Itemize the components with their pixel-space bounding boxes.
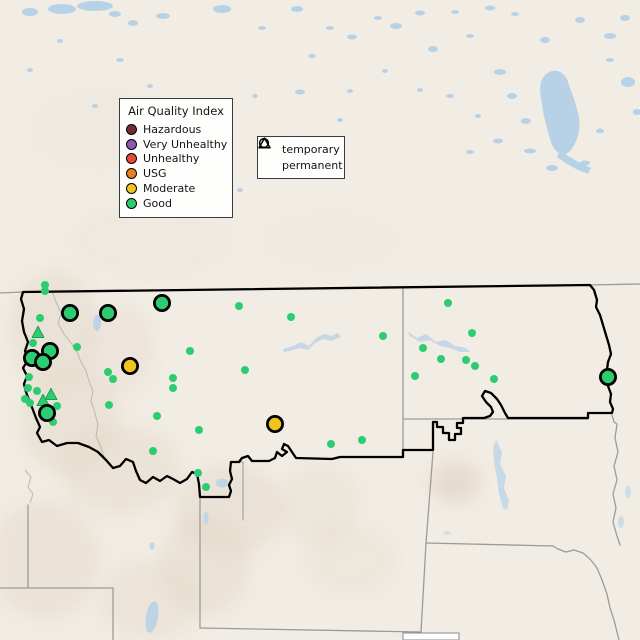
monitor-dot[interactable]: [104, 368, 112, 376]
monitor-dot[interactable]: [194, 469, 202, 477]
good-swatch-icon: [126, 197, 137, 209]
monitor-dot[interactable]: [327, 440, 335, 448]
monitor-dot[interactable]: [36, 314, 44, 322]
monitor-dot[interactable]: [186, 347, 194, 355]
legend-label-permanent: permanent: [282, 158, 343, 172]
monitor-dot[interactable]: [419, 344, 427, 352]
temporary-monitor-circle[interactable]: [121, 356, 140, 375]
monitor-dot[interactable]: [379, 332, 387, 340]
permanent-monitor-triangle[interactable]: [31, 325, 45, 339]
temporary-monitor-circle[interactable]: [61, 303, 80, 322]
monitor-dot[interactable]: [358, 436, 366, 444]
hazardous-swatch-icon: [126, 123, 137, 135]
legend-item-temporary: temporary: [258, 137, 340, 158]
monitor-dot[interactable]: [462, 356, 470, 364]
monitor-dot[interactable]: [437, 355, 445, 363]
permanent-monitor-triangle[interactable]: [44, 387, 58, 401]
monitor-dot[interactable]: [29, 339, 37, 347]
lakes: [22, 1, 640, 633]
monitor-dot[interactable]: [411, 372, 419, 380]
aqi-legend: Air Quality Index Hazardous Very Unhealt…: [119, 98, 233, 218]
monitor-dot[interactable]: [235, 302, 243, 310]
moderate-swatch-icon: [126, 183, 137, 195]
aqi-legend-label: USG: [143, 167, 167, 181]
monitor-dot[interactable]: [26, 399, 34, 407]
aqi-legend-label: Hazardous: [143, 122, 202, 136]
terrain-lines: [24, 290, 105, 504]
region-outline: [19, 283, 615, 499]
monitor-dot[interactable]: [490, 375, 498, 383]
monitor-dot[interactable]: [468, 329, 476, 337]
monitor-dot[interactable]: [444, 299, 452, 307]
monitor-dot[interactable]: [41, 287, 49, 295]
monitor-dot[interactable]: [169, 384, 177, 392]
aqi-legend-label: Good: [143, 196, 172, 210]
monitor-dot[interactable]: [53, 402, 61, 410]
aqi-legend-item-unhealthy: Unhealthy: [126, 152, 226, 167]
monitor-dot[interactable]: [153, 412, 161, 420]
monitor-dot[interactable]: [105, 401, 113, 409]
legend-item-permanent: permanent: [258, 137, 343, 174]
aqi-legend-title: Air Quality Index: [128, 104, 224, 118]
usg-swatch-icon: [126, 168, 137, 180]
very-unhealthy-swatch-icon: [126, 138, 137, 150]
aqi-legend-item-hazardous: Hazardous: [126, 122, 226, 137]
temporary-monitor-circle[interactable]: [152, 293, 171, 312]
aqi-legend-item-very-unhealthy: Very Unhealthy: [126, 137, 228, 152]
aqi-legend-label: Unhealthy: [143, 152, 200, 166]
monitor-dot[interactable]: [25, 373, 33, 381]
legend-label-temporary: temporary: [282, 143, 340, 157]
aqi-legend-item-usg: USG: [126, 166, 226, 181]
temporary-monitor-circle[interactable]: [99, 303, 118, 322]
marker-type-legend: temporary permanent: [257, 136, 345, 179]
aqi-legend-label: Moderate: [143, 182, 196, 196]
unhealthy-swatch-icon: [126, 153, 137, 165]
aqi-legend-item-moderate: Moderate: [126, 181, 226, 196]
monitor-dot[interactable]: [287, 313, 295, 321]
monitor-dot[interactable]: [169, 374, 177, 382]
temporary-monitor-circle[interactable]: [599, 367, 618, 386]
temporary-monitor-circle[interactable]: [265, 414, 284, 433]
aqi-legend-label: Very Unhealthy: [143, 137, 228, 151]
monitor-dot[interactable]: [109, 375, 117, 383]
temporary-monitor-circle[interactable]: [38, 403, 57, 422]
scale-box: [402, 632, 460, 640]
aqi-markers-layer[interactable]: [21, 281, 618, 491]
aqi-legend-item-good: Good: [126, 196, 226, 211]
monitor-dot[interactable]: [471, 362, 479, 370]
monitor-dot[interactable]: [241, 366, 249, 374]
monitor-dot[interactable]: [195, 426, 203, 434]
monitor-dot[interactable]: [41, 281, 49, 289]
temporary-monitor-circle[interactable]: [34, 352, 53, 371]
monitor-dot[interactable]: [24, 384, 32, 392]
monitor-dot[interactable]: [73, 343, 81, 351]
monitor-dot[interactable]: [33, 387, 41, 395]
big-lake: [540, 70, 580, 155]
monitor-dot[interactable]: [202, 483, 210, 491]
monitor-dot[interactable]: [149, 447, 157, 455]
